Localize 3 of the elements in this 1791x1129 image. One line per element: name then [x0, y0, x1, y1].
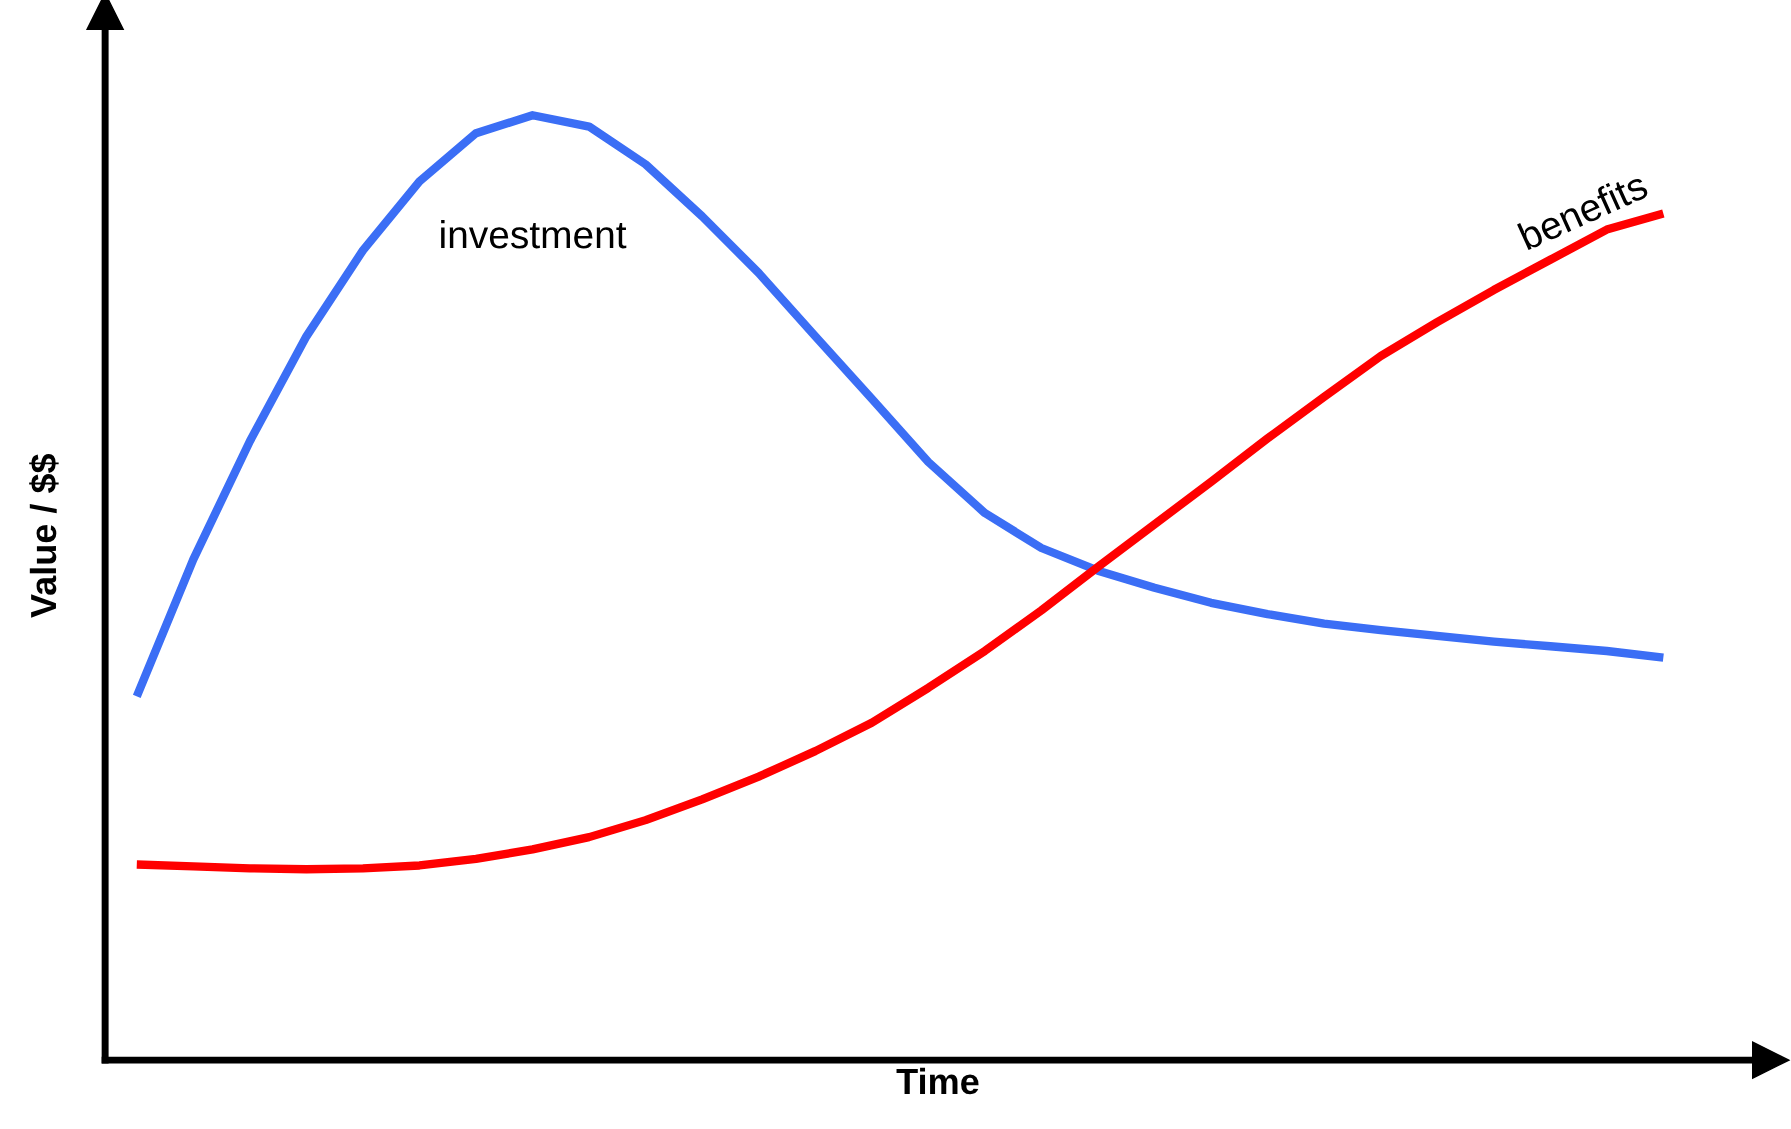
y-axis-title: Value / $$: [29, 453, 59, 618]
x-axis-title: Time: [896, 1067, 979, 1095]
series-label: investment: [441, 219, 627, 249]
